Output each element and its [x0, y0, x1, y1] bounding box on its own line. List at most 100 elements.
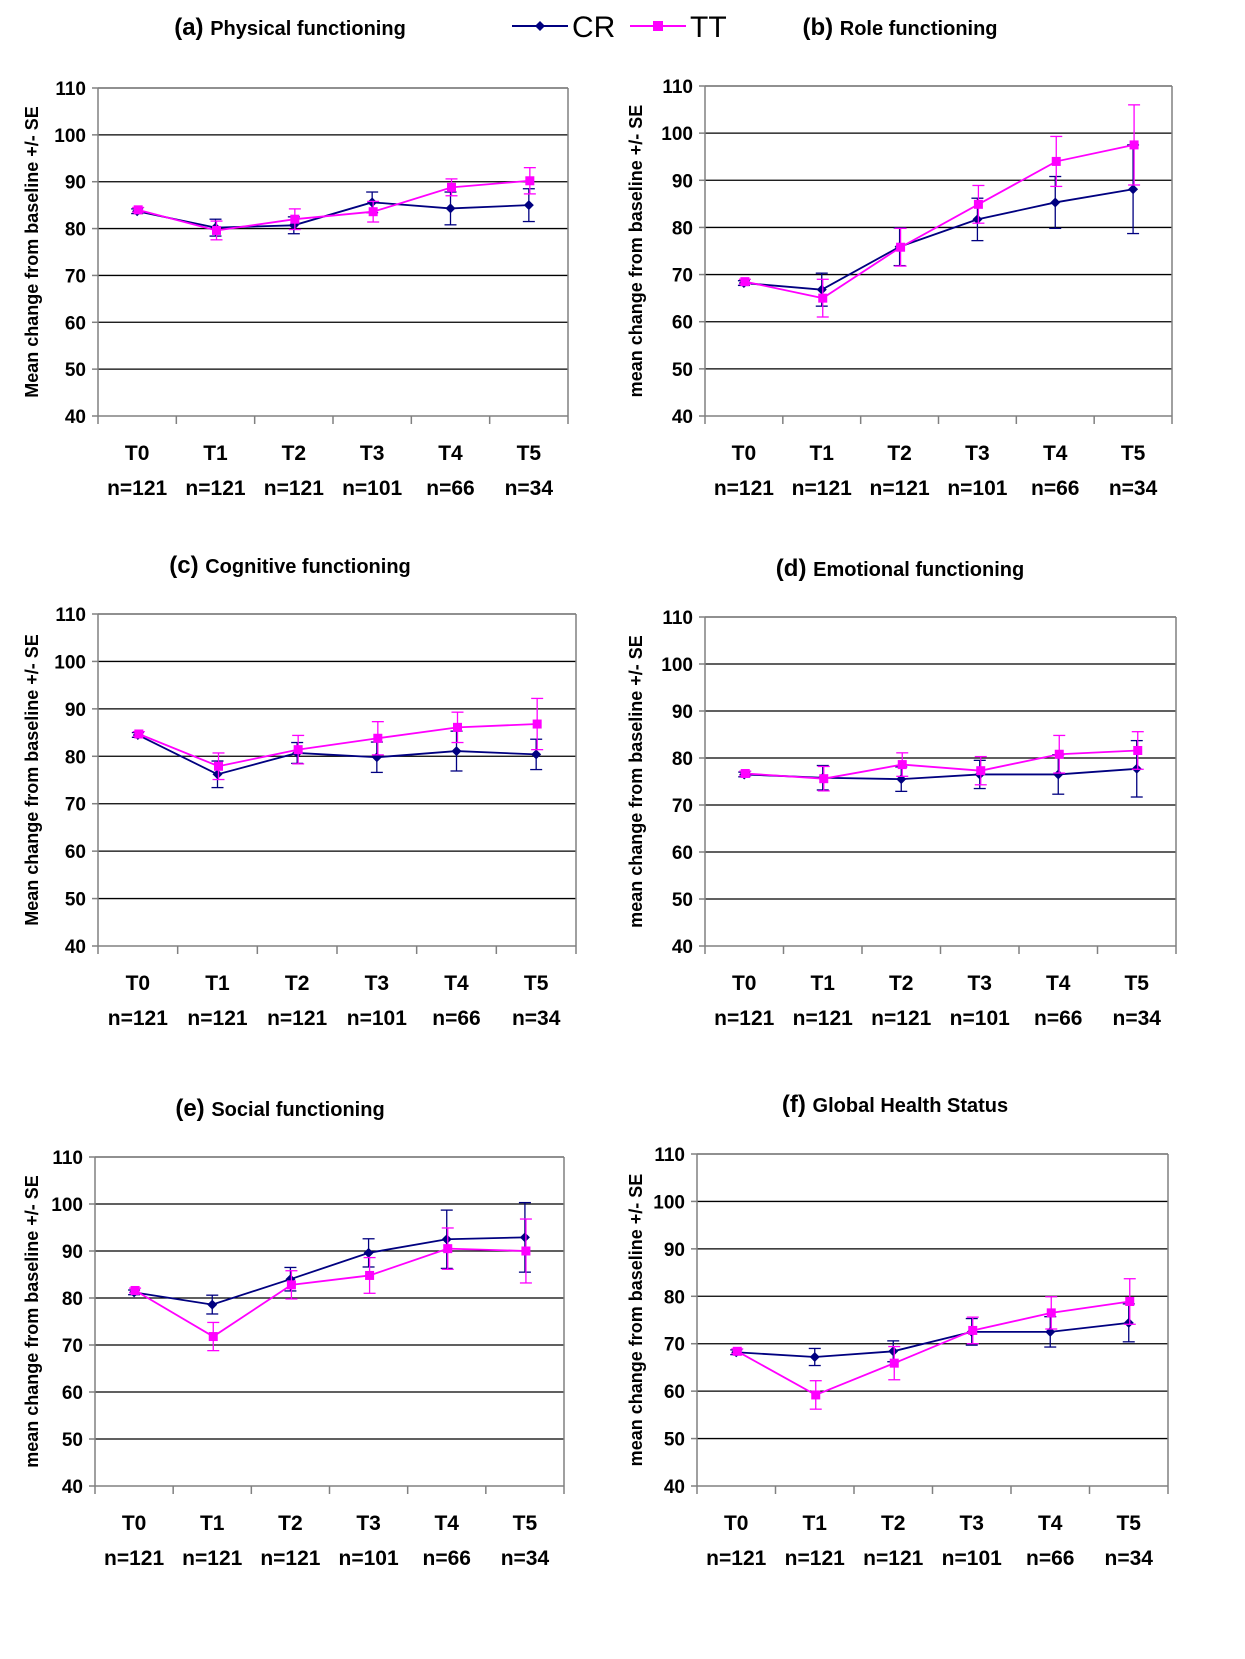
y-axis-title: Mean change from baseline +/- SE: [22, 634, 42, 926]
x-tick-label: T2: [887, 442, 912, 465]
x-tick-label: T2: [881, 1512, 906, 1535]
chart-panel-a: 40 50 60 70 80 90 100 110 T0 n=121 T1 n=121 T2 n=121 T…: [22, 14, 569, 500]
panel-title-text: Global Health Status: [813, 1095, 1009, 1117]
tt-point: [443, 1244, 453, 1254]
x-tick-label: T4: [1043, 442, 1068, 465]
tt-point: [134, 729, 144, 739]
x-tick-label: T5: [1124, 972, 1149, 995]
tt-point: [889, 1358, 899, 1368]
tt-point: [290, 214, 300, 224]
square-marker-icon: [653, 21, 663, 31]
y-tick-label: 80: [672, 749, 693, 770]
x-sample-size-label: n=121: [267, 1007, 327, 1030]
legend-item-cr: CR: [512, 11, 615, 44]
x-sample-size-label: n=66: [1026, 1547, 1074, 1570]
cr-point: [367, 197, 378, 208]
y-tick-label: 110: [55, 79, 86, 100]
x-sample-size-label: n=121: [792, 477, 852, 500]
y-tick-label: 50: [664, 1430, 685, 1451]
x-tick-label: T0: [122, 1512, 147, 1535]
y-tick-label: 50: [65, 890, 86, 911]
x-tick-label: T1: [200, 1512, 225, 1535]
x-sample-size-label: n=101: [950, 1007, 1010, 1030]
x-sample-size-label: n=34: [1113, 1007, 1162, 1030]
x-tick-label: T1: [205, 972, 230, 995]
panel-title-text: Emotional functioning: [813, 559, 1024, 581]
cr-point: [531, 749, 542, 760]
y-tick-label: 80: [65, 220, 86, 241]
cr-point: [441, 1234, 452, 1245]
x-tick-label: T4: [434, 1512, 459, 1535]
panel-title-text: Cognitive functioning: [205, 556, 411, 578]
y-tick-label: 100: [661, 655, 693, 676]
series-tt: [132, 697, 544, 781]
tt-point: [1051, 156, 1061, 166]
cr-point: [519, 1232, 530, 1243]
tt-point: [1133, 745, 1143, 755]
series-cr: [128, 1201, 531, 1315]
tt-point: [365, 1270, 375, 1280]
y-tick-label: 110: [662, 77, 693, 98]
cr-point: [207, 1299, 218, 1310]
series-line: [743, 188, 1134, 291]
series-cr: [738, 739, 1143, 798]
x-sample-size-label: n=121: [785, 1547, 845, 1570]
cr-point: [896, 774, 907, 785]
chart-panel-d: 40 50 60 70 80 90 100 110 T0 n=121 T1 n=121 T2 n=121 T…: [626, 555, 1177, 1030]
y-axis-title: mean change from baseline +/- SE: [22, 1175, 42, 1468]
cr-point: [212, 769, 223, 780]
panel-title: (f) Global Health Status: [782, 1091, 1008, 1118]
series-cr: [730, 1303, 1135, 1367]
panel-title: (e) Social functioning: [175, 1095, 384, 1122]
tt-point: [130, 1285, 140, 1295]
y-tick-label: 100: [54, 652, 86, 673]
cr-point: [1128, 184, 1139, 195]
x-tick-label: T4: [438, 442, 463, 465]
x-sample-size-label: n=121: [793, 1007, 853, 1030]
y-axis-title: mean change from baseline +/- SE: [626, 635, 646, 928]
x-tick-label: T3: [360, 442, 385, 465]
y-tick-label: 110: [654, 1145, 685, 1166]
y-tick-label: 70: [65, 266, 86, 287]
x-tick-label: T4: [444, 972, 469, 995]
series-line: [136, 201, 529, 229]
x-sample-size-label: n=101: [947, 477, 1007, 500]
y-tick-label: 80: [62, 1289, 83, 1310]
x-sample-size-label: n=121: [714, 1007, 774, 1030]
panel-title: (d) Emotional functioning: [776, 555, 1024, 582]
legend: CR TT: [512, 11, 727, 44]
x-tick-label: T3: [965, 442, 990, 465]
tt-point: [532, 719, 542, 729]
x-sample-size-label: n=66: [1031, 477, 1079, 500]
y-tick-label: 60: [65, 842, 86, 863]
panel-title: (b) Role functioning: [802, 14, 997, 41]
y-tick-label: 40: [672, 407, 693, 428]
series-line: [133, 1236, 525, 1306]
tt-point: [208, 1332, 218, 1342]
x-sample-size-label: n=66: [426, 477, 474, 500]
y-tick-label: 80: [664, 1287, 685, 1308]
x-tick-label: T4: [1046, 972, 1071, 995]
y-tick-label: 40: [664, 1477, 685, 1498]
panel-title-text: Physical functioning: [210, 18, 406, 40]
y-tick-label: 110: [52, 1148, 83, 1169]
panel-title: (c) Cognitive functioning: [169, 552, 411, 579]
x-tick-label: T0: [732, 972, 757, 995]
tt-point: [968, 1325, 978, 1335]
chart-panels: 40 50 60 70 80 90 100 110 T0 n=121 T1 n=121 T2 n=121 T…: [22, 14, 1177, 1570]
x-tick-label: T0: [125, 442, 150, 465]
x-sample-size-label: n=66: [1034, 1007, 1082, 1030]
x-sample-size-label: n=34: [505, 477, 554, 500]
x-sample-size-label: n=121: [706, 1547, 766, 1570]
series-tt: [731, 1278, 1136, 1410]
cr-point: [1053, 769, 1064, 780]
panel-letter: (f): [782, 1091, 813, 1118]
series-tt: [129, 1218, 532, 1352]
tt-point: [1046, 1308, 1056, 1318]
cr-point: [445, 203, 456, 214]
tt-point: [521, 1246, 531, 1256]
y-tick-label: 50: [672, 360, 693, 381]
x-sample-size-label: n=121: [185, 477, 245, 500]
tt-point: [133, 205, 143, 215]
cr-point: [451, 746, 462, 757]
